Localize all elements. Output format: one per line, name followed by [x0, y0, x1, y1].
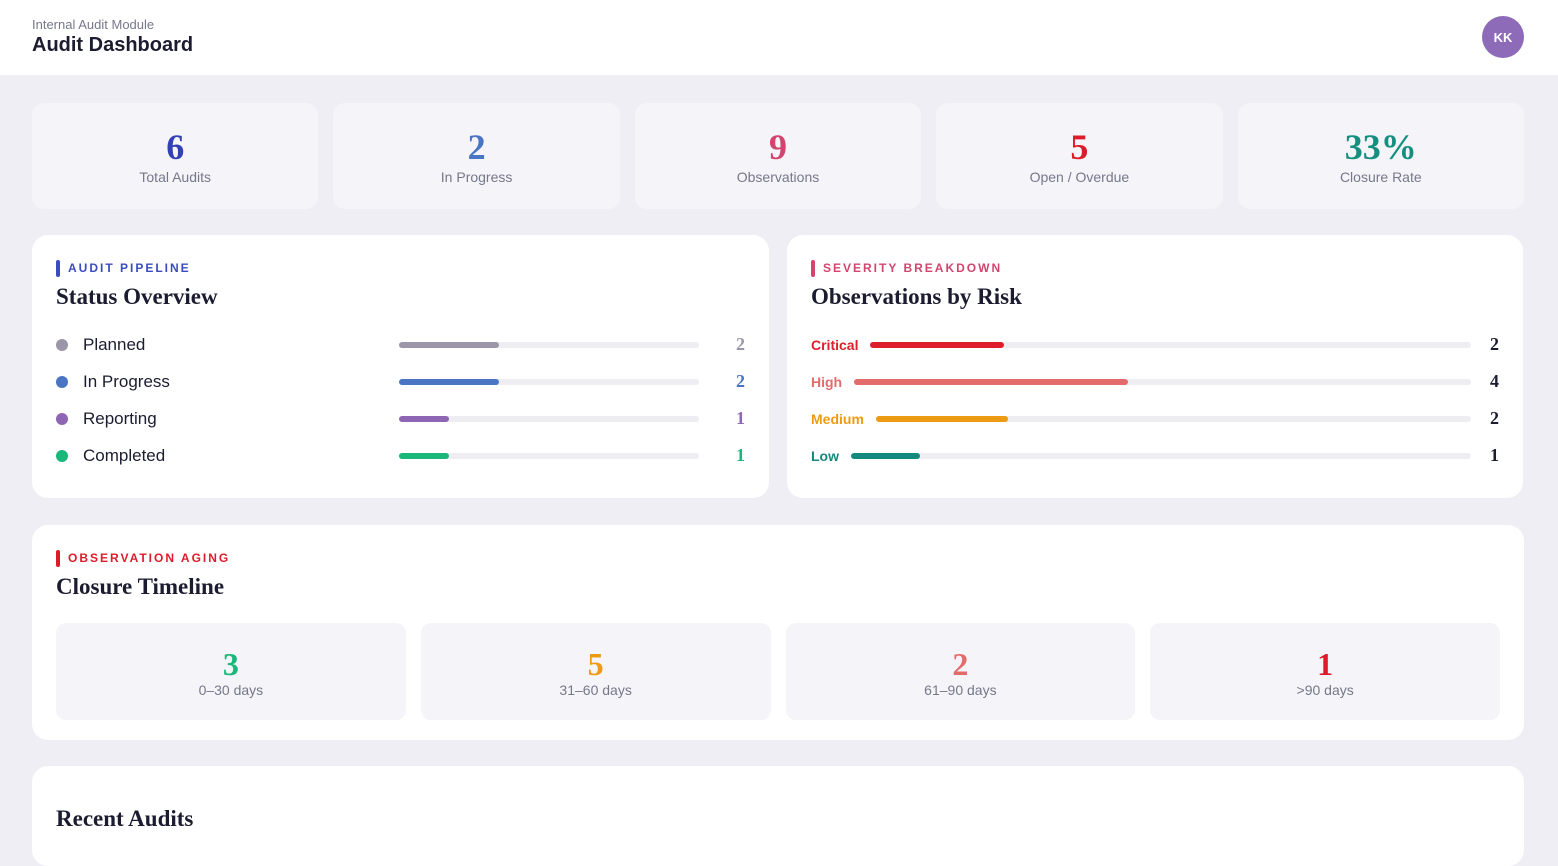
aging-count: 5 — [587, 645, 604, 682]
user-avatar[interactable]: KK — [1482, 16, 1524, 58]
pipeline-panel: AUDIT PIPELINE Status Overview Planned 2 I… — [32, 235, 769, 498]
bar-track — [854, 378, 1471, 385]
kpi-label: Closure Rate — [1339, 169, 1422, 185]
kpi-value: 33% — [1344, 127, 1417, 167]
severity-count: 1 — [1490, 445, 1499, 465]
top-bar: Internal Audit Module Audit Dashboard KK — [0, 0, 1558, 75]
eyebrow: AUDIT PIPELINE — [56, 259, 745, 277]
kpi-value: 9 — [768, 127, 787, 167]
status-dot — [56, 449, 68, 462]
severity-count: 4 — [1490, 371, 1499, 391]
content: 6 Total Audits 2 In Progress 9 Observations 5 O… — [0, 75, 1558, 866]
status-dot — [56, 412, 68, 425]
severity-label: High — [811, 373, 843, 390]
severity-label: Critical — [811, 336, 859, 353]
bar — [854, 378, 1129, 385]
kpi-label: Open / Overdue — [1029, 169, 1130, 185]
panel-title: Closure Timeline — [56, 574, 225, 599]
kpi-card: 5 Open / Overdue — [936, 103, 1223, 209]
aging-card: 3 0–30 days — [56, 623, 406, 720]
bar-track — [398, 341, 700, 348]
severity-count: 2 — [1490, 334, 1499, 354]
status-count: 2 — [736, 334, 745, 354]
bar-track — [398, 452, 700, 459]
severity-label: Medium — [811, 410, 864, 427]
page-title: Audit Dashboard — [32, 34, 194, 56]
kpi-card: 9 Observations — [634, 103, 922, 209]
status-row: Planned 2 — [56, 326, 745, 363]
status-count: 2 — [736, 371, 745, 391]
bar — [398, 378, 499, 385]
panel-row: AUDIT PIPELINE Status Overview Planned 2 I… — [32, 235, 1524, 498]
bar — [875, 415, 1009, 422]
aging-panel: OBSERVATION AGING Closure Timeline 3 0–30… — [32, 525, 1524, 740]
aging-card: 2 61–90 days — [785, 623, 1136, 720]
status-dot — [56, 375, 68, 388]
bar — [398, 415, 449, 422]
kpi-label: In Progress — [440, 169, 513, 185]
bar — [870, 341, 1004, 348]
status-label: In Progress — [82, 371, 170, 391]
bar-track — [870, 341, 1471, 348]
aging-label: >90 days — [1296, 681, 1354, 698]
severity-count: 2 — [1490, 408, 1499, 428]
kpi-card: 2 In Progress — [333, 103, 620, 209]
kpi-card: 6 Total Audits — [32, 103, 319, 209]
bar — [398, 341, 499, 348]
status-count: 1 — [736, 408, 745, 428]
status-label: Planned — [82, 334, 146, 354]
status-row: Completed 1 — [56, 437, 745, 474]
kpi-value: 6 — [166, 127, 185, 167]
kpi-card: 33% Closure Rate — [1237, 103, 1524, 209]
panel-title: Status Overview — [56, 284, 218, 309]
panel-title: Observations by Risk — [811, 284, 1022, 309]
severity-row: Critical 2 — [811, 326, 1499, 363]
severity-panel: SEVERITY BREAKDOWN Observations by Risk … — [787, 235, 1523, 498]
kpi-value: 5 — [1070, 127, 1089, 167]
aging-card: 1 >90 days — [1150, 623, 1500, 720]
aging-label: 31–60 days — [559, 681, 632, 698]
recent-panel: Recent Audits — [32, 766, 1524, 866]
bar-track — [875, 415, 1471, 422]
severity-row: Low 1 — [811, 437, 1499, 474]
eyebrow: OBSERVATION AGING — [56, 549, 1500, 567]
status-dot — [56, 338, 68, 351]
bar — [398, 452, 449, 459]
aging-card: 5 31–60 days — [420, 623, 771, 720]
severity-row: Medium 2 — [811, 400, 1499, 437]
kpi-label: Observations — [736, 169, 820, 185]
bar-track — [398, 415, 700, 422]
status-label: Reporting — [82, 408, 157, 428]
page: {"header": {"subtitle": "Internal Audit … — [0, 0, 1558, 805]
bar — [851, 452, 920, 459]
aging-count: 3 — [222, 645, 239, 682]
aging-count: 2 — [952, 645, 969, 682]
body: Internal Audit Module Audit Dashboard KK… — [0, 0, 1558, 805]
status-row: In Progress 2 — [56, 363, 745, 400]
severity-list: Critical 2 High 4 Medium 2 Low 1 — [811, 326, 1499, 474]
eyebrow: SEVERITY BREAKDOWN — [811, 259, 1499, 277]
aging-label: 0–30 days — [198, 681, 264, 698]
aging-label: 61–90 days — [924, 681, 997, 698]
status-row: Reporting 1 — [56, 400, 745, 437]
kpi-value: 2 — [467, 127, 486, 167]
status-list: Planned 2 In Progress 2 Reporting 1 Completed 1 — [56, 326, 745, 474]
aging-buckets: 3 0–30 days 5 31–60 days 2 61–90 days 1 >90 day… — [56, 623, 1500, 720]
aging-count: 1 — [1317, 645, 1334, 682]
status-count: 1 — [736, 445, 745, 465]
severity-label: Low — [811, 447, 839, 464]
severity-row: High 4 — [811, 363, 1499, 400]
kpi-row: 6 Total Audits 2 In Progress 9 Observations 5 O… — [32, 103, 1524, 209]
module-name: Internal Audit Module — [32, 17, 155, 32]
bar-track — [398, 378, 700, 385]
panel-title: Recent Audits — [56, 806, 194, 831]
kpi-label: Total Audits — [139, 169, 211, 185]
bar-track — [851, 452, 1471, 459]
status-label: Completed — [82, 445, 166, 465]
